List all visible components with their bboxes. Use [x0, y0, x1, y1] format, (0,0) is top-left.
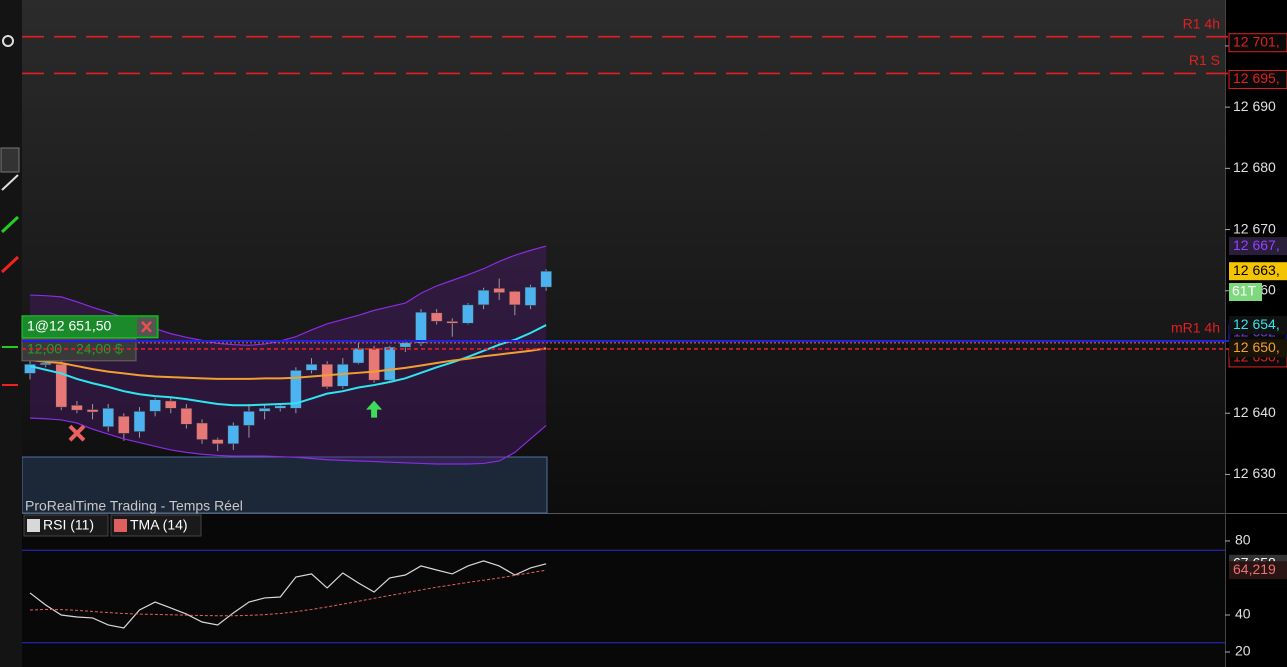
y-tick-label: 12 690 [1233, 98, 1276, 114]
rsi-line [29, 569, 547, 617]
magnet-tool[interactable] [0, 147, 20, 173]
rsi-line [29, 560, 547, 629]
indicator-line [29, 245, 547, 346]
y-tick-label: 40 [1235, 606, 1251, 622]
legend-label: TMA (14) [130, 517, 188, 533]
legend-label: RSI (11) [43, 517, 94, 533]
toolbar [0, 0, 22, 667]
candle-body [430, 312, 443, 322]
candle-body [509, 291, 521, 306]
price-tag-text: 12 667, [1233, 237, 1280, 253]
candle-body [227, 425, 240, 445]
candle-body [86, 409, 99, 413]
zoom-icon[interactable] [2, 35, 14, 47]
candle-body [415, 311, 427, 344]
level-tag [1228, 69, 1287, 89]
candle-body [165, 400, 177, 409]
price-tag-text: 12 650, [1233, 339, 1280, 355]
indicator-line [29, 417, 547, 465]
candle-body [24, 363, 36, 374]
close-x [141, 320, 152, 333]
candle-body [258, 408, 271, 412]
y-tick-label: 12 640 [1233, 404, 1276, 420]
price-tag [1229, 316, 1287, 335]
rsi-tag-text: 64,219 [1233, 561, 1276, 577]
toolbar-bg [0, 0, 22, 667]
position-box [21, 315, 159, 339]
rsi-tag [1229, 561, 1287, 580]
candle-body [39, 362, 52, 366]
candle-body [462, 304, 474, 324]
candle-body [243, 411, 255, 426]
y-tick-label: 80 [1235, 532, 1251, 548]
candle-body [446, 321, 459, 324]
candle-body [274, 405, 286, 409]
y-tick-label: 12 680 [1233, 159, 1276, 175]
candle-body [477, 289, 490, 306]
legend-swatch [114, 519, 127, 532]
price-tag-text: 12 654, [1233, 316, 1280, 332]
footer: ProRealTime Trading - Temps Réel [25, 498, 243, 514]
legend-box [23, 514, 109, 537]
countdown: 61T [1232, 283, 1257, 299]
legend-box [110, 514, 202, 537]
candle-body [133, 411, 146, 432]
candle-body [399, 342, 412, 348]
candle-body [524, 286, 537, 306]
candle-body [290, 370, 302, 409]
buy-arrow [366, 400, 383, 418]
candle-body [368, 348, 380, 381]
candle-body [180, 408, 193, 425]
candle-body [149, 399, 161, 412]
candle-body [211, 439, 224, 445]
level-tag-text: 12 695, [1233, 70, 1280, 86]
line-tool[interactable] [1, 174, 19, 191]
price-pane [22, 0, 1225, 513]
countdown-box [1229, 283, 1262, 301]
level-name: R1 4h [1183, 15, 1220, 31]
candle-body [71, 405, 83, 411]
price-tag [1229, 262, 1287, 281]
candle-body [540, 270, 552, 288]
y-tick-label: 12 670 [1233, 220, 1276, 236]
level-tag-text: 12 701, [1233, 33, 1280, 49]
price-tag-text: 12 663, [1233, 262, 1280, 278]
candle-body [493, 288, 505, 293]
legend-swatch [27, 519, 40, 532]
y-tick-label: 12 630 [1233, 465, 1276, 481]
price-tag [1229, 339, 1287, 358]
price-tag [1229, 237, 1287, 256]
line-tool-green[interactable] [0, 215, 20, 234]
exit-cross [68, 424, 86, 442]
level-name: mR1 4h [1171, 320, 1220, 336]
candle-body [352, 348, 365, 364]
candle-body [196, 422, 208, 440]
position-label: 1@12 651,50 [27, 318, 111, 334]
y-tick-label: 20 [1235, 643, 1251, 659]
rsi-pane [22, 514, 1225, 667]
level-tag [1228, 33, 1287, 53]
indicator-line [29, 347, 547, 380]
candle-body [118, 416, 130, 434]
candle-body [55, 363, 68, 408]
candle-body [102, 408, 114, 427]
position-detail [21, 338, 137, 362]
line-tool-red[interactable] [0, 255, 20, 274]
candle-body [383, 346, 396, 381]
level-name: R1 S [1189, 52, 1220, 68]
candle-body [305, 363, 318, 371]
